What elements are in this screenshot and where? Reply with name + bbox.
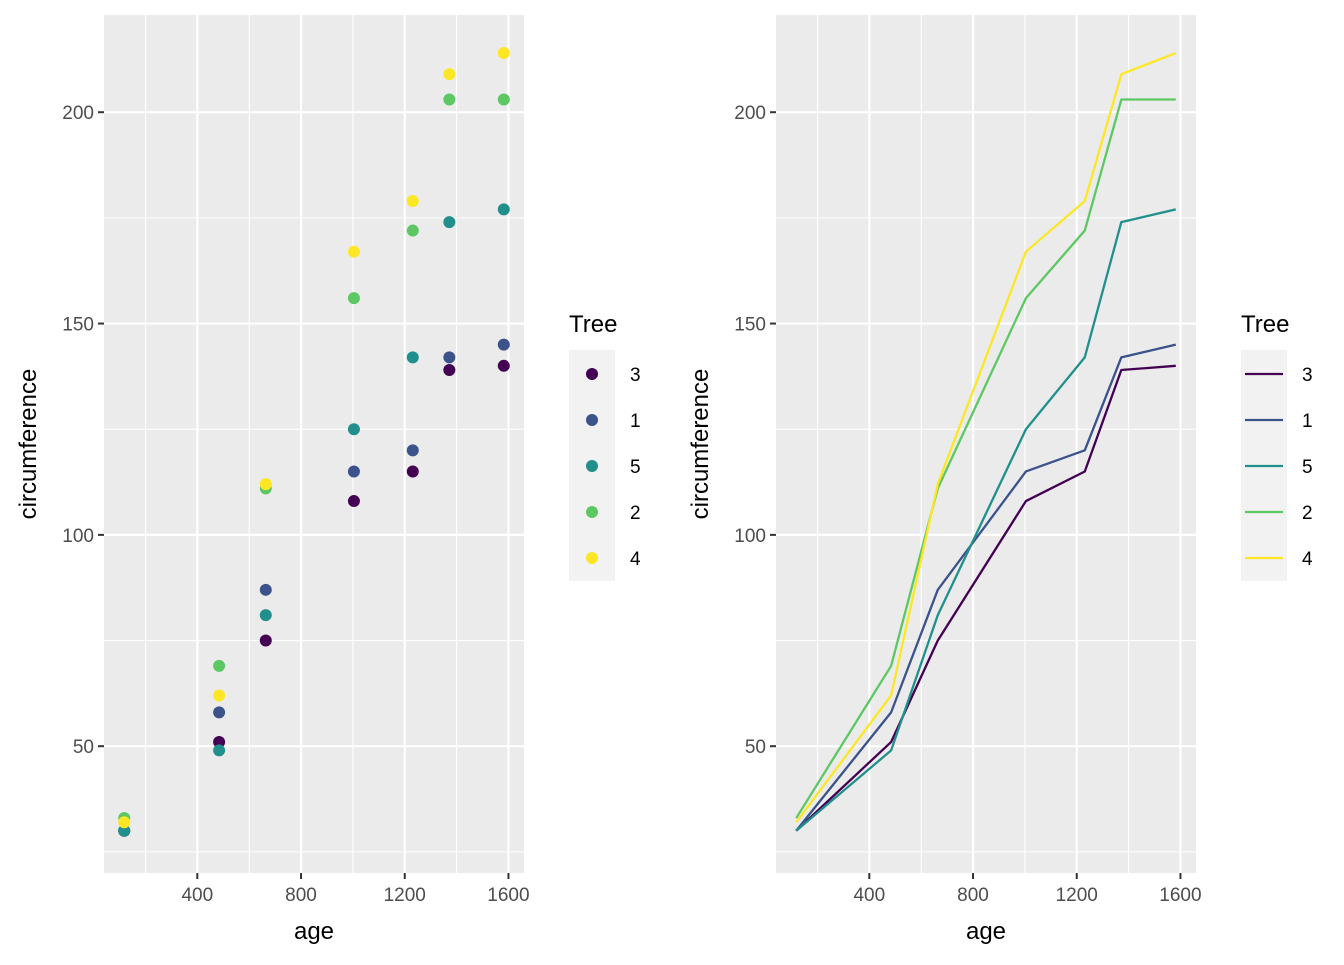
series-line-tree-4 <box>795 51 1177 823</box>
legend-label-tree-3: 3 <box>1302 365 1313 386</box>
data-point-tree-5 <box>406 351 419 364</box>
data-point-tree-4 <box>497 47 510 60</box>
data-point-tree-4 <box>443 68 456 81</box>
data-point-tree-2 <box>497 93 510 106</box>
data-point-tree-1 <box>259 583 272 596</box>
x-axis-title: age <box>966 918 1006 945</box>
legend-key-tree-5 <box>586 460 598 472</box>
legend-label-tree-1: 1 <box>1302 411 1313 432</box>
data-point-tree-4 <box>118 816 131 829</box>
data-point-tree-3 <box>347 495 360 508</box>
data-point-tree-3 <box>497 359 510 372</box>
y-axis-title: circumference <box>15 369 42 520</box>
data-point-tree-3 <box>259 634 272 647</box>
data-point-tree-5 <box>118 824 131 837</box>
y-axis-title: circumference <box>687 369 714 520</box>
data-point-tree-3 <box>406 465 419 478</box>
x-tick-label: 1200 <box>384 885 426 906</box>
x-tick-label: 800 <box>957 885 989 906</box>
data-point-tree-1 <box>443 351 456 364</box>
data-point-tree-5 <box>259 609 272 622</box>
legend: Tree 3 1 5 2 4 <box>569 311 641 581</box>
legend-label-tree-2: 2 <box>630 503 641 524</box>
y-tick-label: 50 <box>745 737 766 758</box>
data-point-tree-5 <box>497 203 510 216</box>
y-tick-label: 150 <box>734 315 766 336</box>
data-point-tree-3 <box>443 364 456 377</box>
legend-title: Tree <box>1241 311 1289 338</box>
y-tick-label: 100 <box>62 526 94 547</box>
series-line-tree-2 <box>795 98 1176 819</box>
data-point-tree-4 <box>259 478 272 491</box>
data-point-tree-5 <box>443 216 456 229</box>
y-tick-label: 100 <box>734 526 766 547</box>
series-line-tree-1 <box>795 343 1177 832</box>
x-tick-label: 800 <box>285 885 317 906</box>
series-line-tree-3 <box>795 364 1176 832</box>
x-tick-label: 400 <box>181 885 213 906</box>
legend-key-tree-2 <box>586 506 598 518</box>
data-point-tree-1 <box>347 465 360 478</box>
data-point-tree-4 <box>406 194 419 207</box>
data-point-tree-3 <box>213 735 226 748</box>
legend-label-tree-4: 4 <box>630 549 641 570</box>
data-point-tree-5 <box>213 744 226 757</box>
x-tick-label: 400 <box>853 885 885 906</box>
legend-label-tree-5: 5 <box>1302 457 1313 478</box>
legend-label-tree-4: 4 <box>1302 549 1313 570</box>
legend-title: Tree <box>569 311 617 338</box>
chart-panel-2: 400 800 1200 1600 50 100 150 200 age circumferenc… <box>687 15 1313 945</box>
chart-panel-1: 400 800 1200 1600 50 100 150 200 age circumferenc… <box>15 15 641 945</box>
x-tick-label: 1600 <box>487 885 529 906</box>
data-point-tree-2 <box>347 292 360 305</box>
x-axis-title: age <box>294 918 334 945</box>
data-point-tree-2 <box>213 659 226 672</box>
series-line-tree-5 <box>795 208 1177 832</box>
y-tick-label: 50 <box>73 737 94 758</box>
legend-label-tree-2: 2 <box>1302 503 1313 524</box>
data-point-tree-1 <box>497 338 510 351</box>
legend-key-tree-1 <box>586 414 598 426</box>
legend-key-tree-4 <box>586 552 598 564</box>
data-point-tree-2 <box>406 224 419 237</box>
data-point-tree-5 <box>347 423 360 436</box>
data-point-tree-1 <box>213 706 226 719</box>
y-tick-label: 150 <box>62 315 94 336</box>
x-tick-label: 1600 <box>1159 885 1201 906</box>
legend-label-tree-1: 1 <box>630 411 641 432</box>
data-point-tree-4 <box>213 689 226 702</box>
legend-key-tree-3 <box>586 368 598 380</box>
legend-label-tree-5: 5 <box>630 457 641 478</box>
y-tick-label: 200 <box>62 103 94 124</box>
y-tick-label: 200 <box>734 103 766 124</box>
plot-background <box>776 15 1196 873</box>
data-point-tree-4 <box>347 245 360 258</box>
plot-background <box>104 15 524 873</box>
legend: Tree 3 1 5 2 4 <box>1241 311 1313 581</box>
legend-label-tree-3: 3 <box>630 365 641 386</box>
data-point-tree-2 <box>443 93 456 106</box>
data-point-tree-1 <box>406 444 419 457</box>
x-tick-label: 1200 <box>1056 885 1098 906</box>
